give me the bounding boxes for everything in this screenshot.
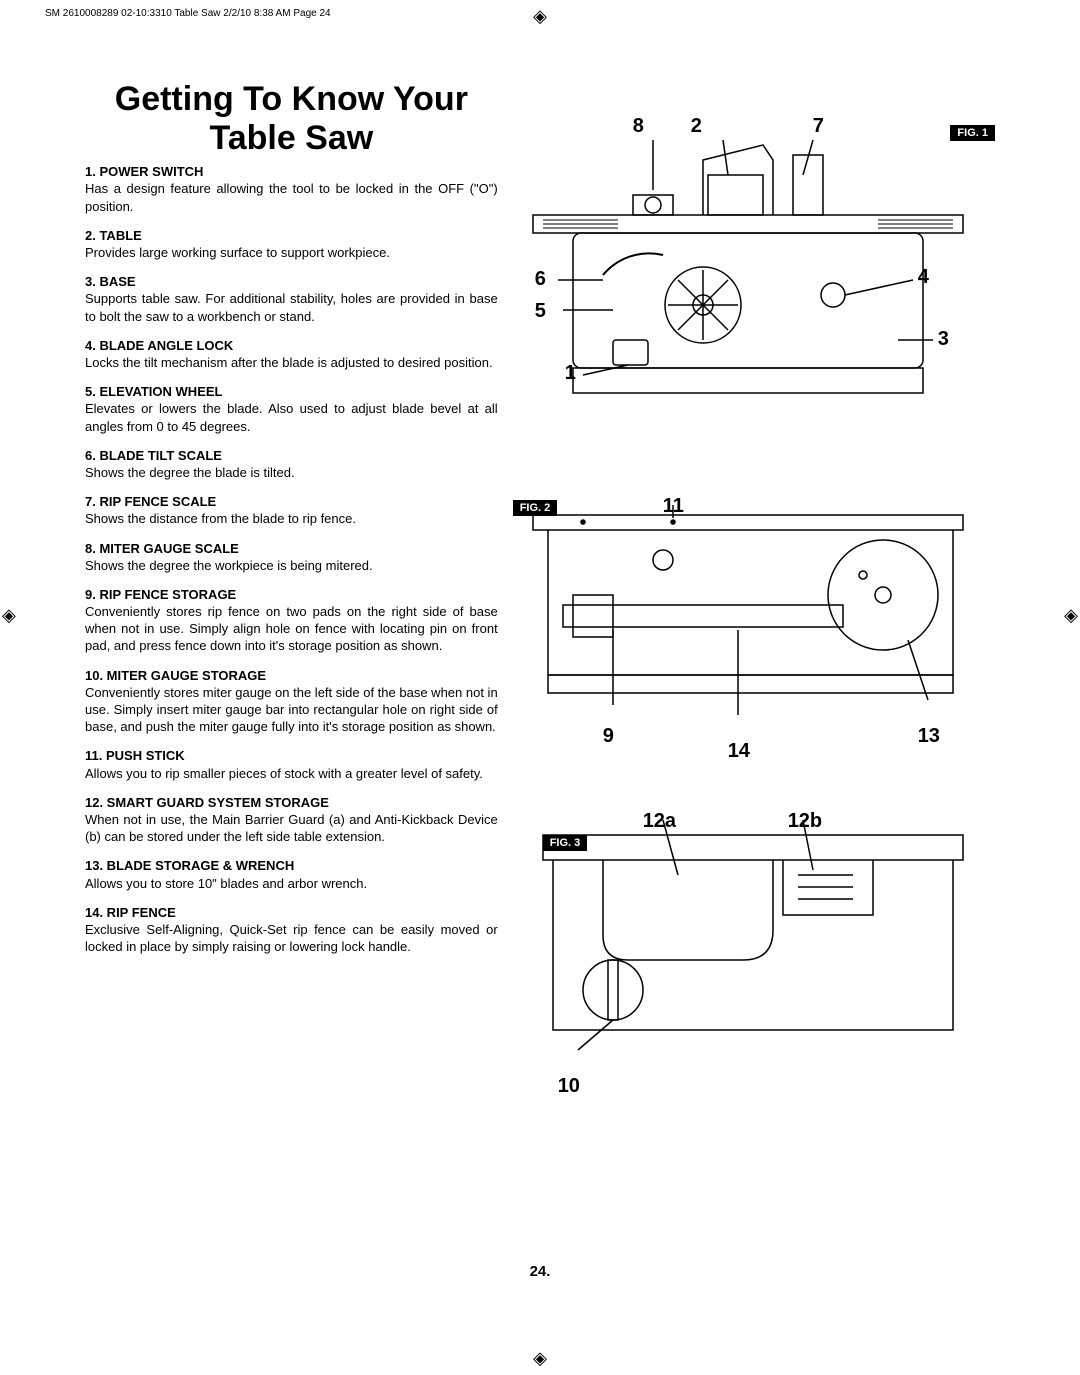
item-10: 10. MITER GAUGE STORAGE Conveniently sto… [85, 668, 498, 736]
registration-mark-left: ◈ [2, 605, 16, 626]
item-3: 3. BASE Supports table saw. For addition… [85, 274, 498, 325]
fig1-callout-4: 4 [918, 266, 929, 289]
item-11: 11. PUSH STICK Allows you to rip smaller… [85, 748, 498, 781]
item-7: 7. RIP FENCE SCALE Shows the distance fr… [85, 494, 498, 527]
item-1-body: Has a design feature allowing the tool t… [85, 180, 498, 214]
item-13-head: 13. BLADE STORAGE & WRENCH [85, 858, 498, 874]
item-8: 8. MITER GAUGE SCALE Shows the degree th… [85, 541, 498, 574]
item-4: 4. BLADE ANGLE LOCK Locks the tilt mecha… [85, 338, 498, 371]
fig1-callout-6: 6 [535, 268, 546, 291]
fig1-callout-2: 2 [691, 115, 702, 138]
item-2-head: 2. TABLE [85, 228, 498, 244]
fig3-callout-12b: 12b [788, 810, 822, 833]
item-8-body: Shows the degree the workpiece is being … [85, 557, 498, 574]
item-2: 2. TABLE Provides large working surface … [85, 228, 498, 261]
item-11-head: 11. PUSH STICK [85, 748, 498, 764]
item-3-body: Supports table saw. For additional stabi… [85, 290, 498, 324]
page-content: Getting To Know Your Table Saw 1. POWER … [85, 80, 995, 1275]
figure-1-label: FIG. 1 [950, 125, 995, 141]
fig1-callout-7: 7 [813, 115, 824, 138]
header-print-mark: SM 2610008289 02-10:3310 Table Saw 2/2/1… [45, 8, 331, 19]
item-1-head: 1. POWER SWITCH [85, 164, 498, 180]
figure-3-svg [513, 815, 983, 1075]
figure-2-label: FIG. 2 [513, 500, 558, 516]
item-3-head: 3. BASE [85, 274, 498, 290]
text-column: Getting To Know Your Table Saw 1. POWER … [85, 80, 513, 1275]
page-title: Getting To Know Your Table Saw [85, 80, 498, 158]
item-5: 5. ELEVATION WHEEL Elevates or lowers th… [85, 384, 498, 435]
fig1-callout-8: 8 [633, 115, 644, 138]
fig3-callout-12a: 12a [643, 810, 676, 833]
figure-2: FIG. 2 11 [513, 500, 995, 780]
fig2-callout-14: 14 [728, 740, 750, 763]
item-4-body: Locks the tilt mechanism after the blade… [85, 354, 498, 371]
registration-mark-right: ◈ [1064, 605, 1078, 626]
item-10-head: 10. MITER GAUGE STORAGE [85, 668, 498, 684]
fig3-callout-10: 10 [558, 1075, 580, 1098]
item-7-body: Shows the distance from the blade to rip… [85, 510, 498, 527]
figure-3-label: FIG. 3 [543, 835, 588, 851]
figure-2-svg [513, 500, 983, 740]
item-10-body: Conveniently stores miter gauge on the l… [85, 684, 498, 735]
item-12-head: 12. SMART GUARD SYSTEM STORAGE [85, 795, 498, 811]
item-5-body: Elevates or lowers the blade. Also used … [85, 400, 498, 434]
item-9-body: Conveniently stores rip fence on two pad… [85, 603, 498, 654]
fig1-callout-1: 1 [565, 362, 576, 385]
item-4-head: 4. BLADE ANGLE LOCK [85, 338, 498, 354]
item-8-head: 8. MITER GAUGE SCALE [85, 541, 498, 557]
fig2-callout-13: 13 [918, 725, 940, 748]
figure-1-svg [513, 120, 983, 420]
title-line-1: Getting To Know Your [115, 80, 468, 118]
item-7-head: 7. RIP FENCE SCALE [85, 494, 498, 510]
item-9-head: 9. RIP FENCE STORAGE [85, 587, 498, 603]
page-number: 24. [530, 1263, 551, 1280]
item-9: 9. RIP FENCE STORAGE Conveniently stores… [85, 587, 498, 655]
fig1-callout-3: 3 [938, 328, 949, 351]
item-2-body: Provides large working surface to suppor… [85, 244, 498, 261]
item-14: 14. RIP FENCE Exclusive Self-Aligning, Q… [85, 905, 498, 956]
registration-mark-top: ◈ [533, 6, 547, 27]
item-1: 1. POWER SWITCH Has a design feature all… [85, 164, 498, 215]
fig2-callout-9: 9 [603, 725, 614, 748]
item-6-body: Shows the degree the blade is tilted. [85, 464, 498, 481]
title-line-2: Table Saw [209, 119, 373, 157]
item-14-body: Exclusive Self-Aligning, Quick-Set rip f… [85, 921, 498, 955]
item-13: 13. BLADE STORAGE & WRENCH Allows you to… [85, 858, 498, 891]
item-6: 6. BLADE TILT SCALE Shows the degree the… [85, 448, 498, 481]
item-12: 12. SMART GUARD SYSTEM STORAGE When not … [85, 795, 498, 846]
figure-1: FIG. 1 [513, 120, 995, 440]
item-6-head: 6. BLADE TILT SCALE [85, 448, 498, 464]
item-14-head: 14. RIP FENCE [85, 905, 498, 921]
registration-mark-bottom: ◈ [533, 1348, 547, 1369]
figure-3: FIG. 3 12a 12b [513, 815, 995, 1115]
item-12-body: When not in use, the Main Barrier Guard … [85, 811, 498, 845]
item-13-body: Allows you to store 10" blades and arbor… [85, 875, 498, 892]
fig2-callout-11: 11 [663, 495, 684, 518]
item-11-body: Allows you to rip smaller pieces of stoc… [85, 765, 498, 782]
fig1-callout-5: 5 [535, 300, 546, 323]
figure-column: FIG. 1 [513, 80, 995, 1275]
item-5-head: 5. ELEVATION WHEEL [85, 384, 498, 400]
